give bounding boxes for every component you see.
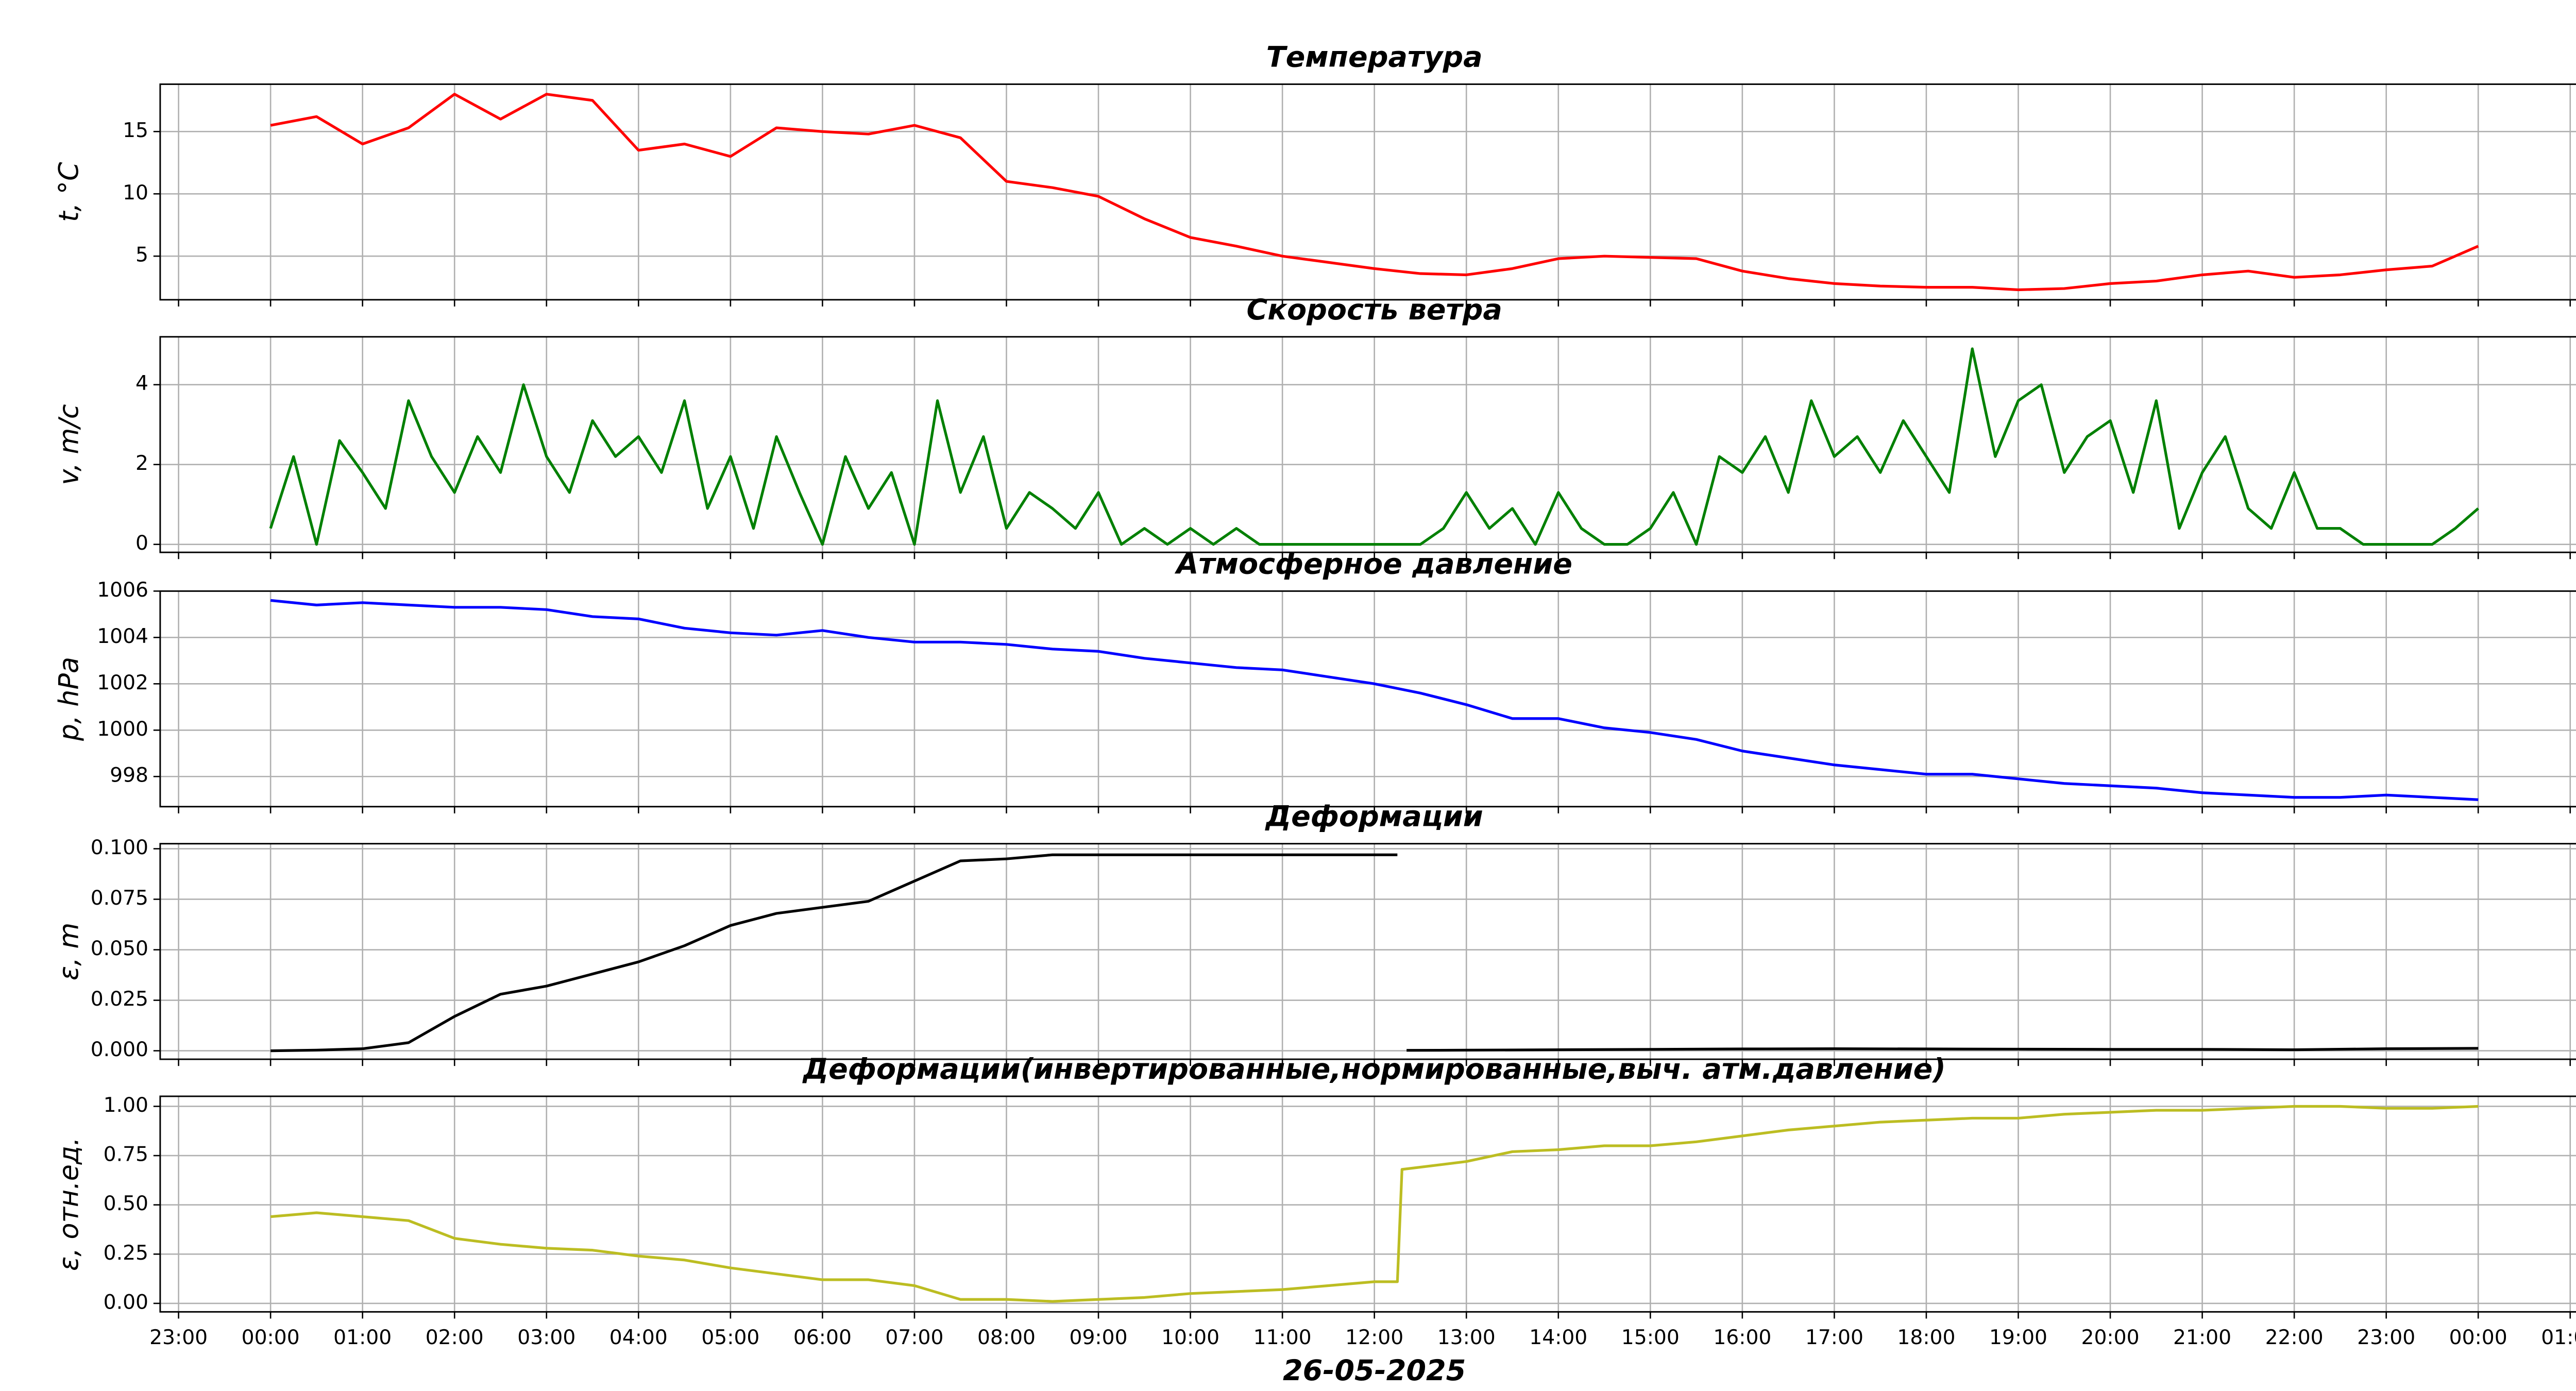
plot-frame — [159, 336, 2576, 553]
y-tick-label: 0.50 — [104, 1192, 148, 1215]
y-tick-label: 5 — [135, 244, 148, 267]
x-tick-label: 14:00 — [1529, 1326, 1587, 1349]
y-tick-label: 0.00 — [104, 1291, 148, 1314]
data-line — [270, 93, 2479, 292]
x-tick-label: 10:00 — [1161, 1326, 1219, 1349]
panel-title: Атмосферное давление — [1174, 547, 1572, 581]
x-tick-label: 17:00 — [1805, 1326, 1863, 1349]
y-tick-label: 1006 — [97, 579, 148, 602]
x-tick-label: 05:00 — [701, 1326, 759, 1349]
x-tick-label: 00:00 — [242, 1326, 300, 1349]
plot-area — [160, 84, 2576, 300]
y-axis-label: ε, m — [54, 923, 85, 980]
x-tick-label: 01:00 — [2541, 1326, 2576, 1349]
x-tick-label: 12:00 — [1345, 1326, 1403, 1349]
panel-title: Скорость ветра — [1246, 293, 1502, 327]
data-line — [270, 599, 2479, 801]
x-tick-label: 19:00 — [1989, 1326, 2047, 1349]
plot-area — [160, 591, 2576, 807]
y-axis-label: p, hPa — [54, 657, 85, 741]
y-tick-label: 0.025 — [91, 988, 148, 1011]
x-tick-label: 23:00 — [2357, 1326, 2415, 1349]
data-line — [270, 853, 2479, 1053]
plot-frame — [159, 590, 2576, 808]
x-tick-label: 22:00 — [2265, 1326, 2324, 1349]
y-tick-label: 1004 — [97, 625, 148, 648]
x-tick-label: 00:00 — [2449, 1326, 2507, 1349]
y-tick-label: 1002 — [97, 671, 148, 694]
y-tick-label: 2 — [135, 452, 148, 475]
plot-area — [160, 843, 2576, 1060]
y-tick-label: 1.00 — [104, 1094, 148, 1117]
y-tick-label: 0.075 — [91, 887, 148, 910]
x-tick-label: 02:00 — [426, 1326, 484, 1349]
x-tick-label: 20:00 — [2081, 1326, 2140, 1349]
x-tick-label: 13:00 — [1437, 1326, 1496, 1349]
y-axis-label: t, °C — [54, 162, 85, 222]
y-axis-label: ε, отн.ед. — [54, 1137, 85, 1271]
y-tick-label: 998 — [110, 764, 148, 787]
data-line — [270, 1105, 2479, 1303]
x-axis-label: 26-05-2025 — [1283, 1354, 1466, 1387]
data-line — [269, 347, 2479, 546]
panel-title: Температура — [1266, 41, 1483, 74]
y-tick-label: 4 — [135, 372, 148, 395]
x-tick-label: 15:00 — [1621, 1326, 1680, 1349]
plot-area — [160, 1096, 2576, 1312]
y-tick-label: 0 — [135, 532, 148, 555]
x-tick-label: 03:00 — [517, 1326, 575, 1349]
x-tick-label: 06:00 — [793, 1326, 852, 1349]
panel-title: Деформации(инвертированные,нормированные… — [802, 1053, 1946, 1086]
x-tick-label: 16:00 — [1713, 1326, 1771, 1349]
x-tick-label: 01:00 — [333, 1326, 392, 1349]
plot-frame — [159, 843, 2576, 1060]
x-tick-label: 18:00 — [1897, 1326, 1955, 1349]
y-tick-label: 1000 — [97, 718, 148, 741]
y-tick-label: 0.75 — [104, 1143, 148, 1166]
y-tick-label: 15 — [123, 119, 148, 142]
y-tick-label: 0.25 — [104, 1242, 148, 1265]
y-tick-label: 10 — [123, 181, 148, 205]
x-tick-label: 11:00 — [1253, 1326, 1312, 1349]
y-axis-label: v, m/c — [54, 404, 85, 485]
y-tick-label: 0.100 — [91, 836, 148, 859]
x-tick-label: 23:00 — [149, 1326, 208, 1349]
y-tick-label: 0.000 — [91, 1038, 148, 1061]
plot-frame — [159, 83, 2576, 301]
plot-frame — [159, 1095, 2576, 1313]
panel-title: Деформации — [1265, 800, 1483, 834]
x-tick-label: 07:00 — [885, 1326, 943, 1349]
plot-area — [160, 336, 2576, 553]
x-tick-label: 08:00 — [977, 1326, 1036, 1349]
y-tick-label: 0.050 — [91, 937, 148, 960]
x-tick-label: 09:00 — [1070, 1326, 1128, 1349]
x-tick-label: 04:00 — [609, 1326, 668, 1349]
x-tick-label: 21:00 — [2173, 1326, 2231, 1349]
